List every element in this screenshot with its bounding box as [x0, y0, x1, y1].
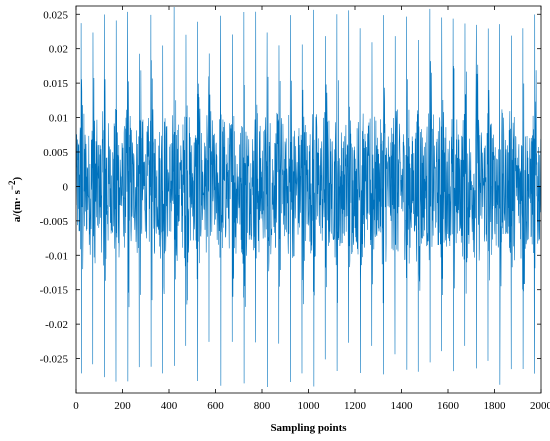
- x-axis-title: Sampling points: [270, 422, 347, 434]
- x-tick-label: 0: [73, 400, 79, 412]
- x-tick-label: 1800: [484, 400, 507, 412]
- y-tick-label: -0.02: [45, 319, 68, 331]
- x-tick-label: 1200: [344, 400, 367, 412]
- series-layer: [76, 6, 541, 387]
- x-tick-label: 400: [161, 400, 178, 412]
- x-axis: 0 200 400 600 800 1000 1200 1400 1600 1800 2000: [73, 6, 550, 412]
- y-axis-title-base: a/(m· s: [11, 189, 23, 222]
- y-axis-title: a/(m· s−2): [7, 176, 23, 222]
- y-tick-label: 0: [63, 181, 69, 193]
- y-tick-label: -0.01: [45, 250, 68, 262]
- x-tick-label: 1600: [437, 400, 460, 412]
- x-tick-label: 600: [207, 400, 224, 412]
- y-tick-label: -0.015: [40, 285, 69, 297]
- x-tick-label: 1400: [391, 400, 414, 412]
- y-tick-label: -0.005: [40, 216, 69, 228]
- x-tick-label: 1000: [298, 400, 321, 412]
- y-axis-title-close: ): [11, 176, 23, 180]
- series-line: [76, 6, 541, 387]
- y-tick-label: 0.01: [49, 113, 68, 125]
- x-tick-label: 2000: [530, 400, 550, 412]
- x-tick-label: 200: [114, 400, 131, 412]
- y-axis: -0.025 -0.02 -0.015 -0.01 -0.005 0 0.005 0.01 0.…: [40, 9, 541, 366]
- y-tick-label: -0.025: [40, 354, 69, 366]
- y-tick-label: 0.015: [43, 78, 68, 90]
- y-tick-label: 0.005: [43, 147, 68, 159]
- y-axis-title-exponent: −2: [7, 180, 17, 190]
- y-tick-label: 0.02: [49, 44, 68, 56]
- x-tick-label: 800: [254, 400, 271, 412]
- y-tick-label: 0.025: [43, 9, 68, 21]
